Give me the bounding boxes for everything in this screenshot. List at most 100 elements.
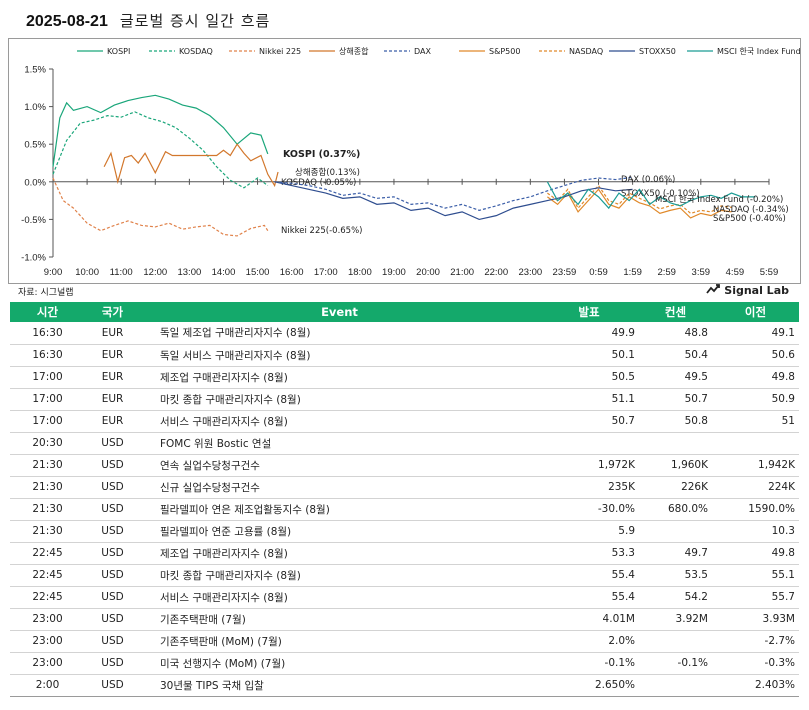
y-tick-label: 0.0%	[24, 177, 46, 188]
series-end-label: 상해종합(0.13%)	[295, 167, 360, 178]
cell-consensus: 49.5	[639, 366, 712, 389]
trend-icon	[706, 283, 721, 298]
cell-time: 21:30	[10, 476, 85, 499]
chart-panel: 1.5% 1.0% 0.5% 0.0% -0.5% -1.0% 9:00 10:00 11:00…	[8, 38, 801, 284]
cell-time: 20:30	[10, 432, 85, 455]
cell-event: 필라델피아 연준 고용률 (8월)	[140, 520, 539, 543]
cell-country: USD	[85, 520, 140, 543]
line-chart: 1.5% 1.0% 0.5% 0.0% -0.5% -1.0% 9:00 10:00 11:00…	[21, 46, 800, 278]
cell-actual: 1,972K	[539, 454, 639, 477]
cell-time: 23:00	[10, 630, 85, 653]
cell-country: EUR	[85, 344, 140, 367]
cell-time: 17:00	[10, 366, 85, 389]
table-row: 21:30 USD 연속 실업수당청구건수 1,972K 1,960K 1,942K	[10, 454, 799, 477]
brand-logo: Signal Lab	[706, 283, 789, 298]
x-tick-label: 21:00	[450, 267, 474, 278]
cell-consensus: -0.1%	[639, 652, 712, 675]
cell-previous: 50.6	[712, 344, 799, 367]
y-tick-label: 1.5%	[24, 65, 46, 76]
cell-previous: 10.3	[712, 520, 799, 543]
cell-event: 마킷 종합 구매관리자지수 (8월)	[140, 388, 539, 411]
cell-country: USD	[85, 652, 140, 675]
legend-label: 상해종합	[339, 46, 369, 56]
series-line	[546, 181, 756, 210]
cell-country: EUR	[85, 388, 140, 411]
series-end-label: STOXX50 (-0.10%)	[621, 189, 700, 199]
cell-country: USD	[85, 608, 140, 631]
x-tick-label: 12:00	[143, 267, 167, 278]
cell-previous: 224K	[712, 476, 799, 499]
cell-actual: 2.650%	[539, 674, 639, 697]
table-row: 20:30 USD FOMC 위원 Bostic 연설	[10, 432, 799, 455]
page-header: 2025-08-21 글로벌 증시 일간 흐름	[26, 10, 270, 34]
cell-time: 22:45	[10, 586, 85, 609]
series-line	[52, 177, 269, 237]
cell-time: 16:30	[10, 322, 85, 345]
table-row: 22:45 USD 서비스 구매관리자지수 (8월) 55.4 54.2 55.7	[10, 586, 799, 609]
cell-country: EUR	[85, 322, 140, 345]
cell-actual: 55.4	[539, 564, 639, 587]
cell-actual: -30.0%	[539, 498, 639, 521]
series-line	[547, 188, 732, 219]
x-tick-label: 15:00	[246, 267, 270, 278]
cell-time: 23:00	[10, 608, 85, 631]
table-row: 17:00 EUR 마킷 종합 구매관리자지수 (8월) 51.1 50.7 50.9	[10, 388, 799, 411]
cell-event: FOMC 위원 Bostic 연설	[140, 432, 539, 455]
table-row: 23:00 USD 기존주택판매 (7월) 4.01M 3.92M 3.93M	[10, 608, 799, 631]
cell-consensus	[639, 674, 712, 697]
cell-previous: 55.7	[712, 586, 799, 609]
series-end-label: S&P500 (-0.40%)	[713, 214, 786, 224]
cell-previous: -0.3%	[712, 652, 799, 675]
cell-previous: 1,942K	[712, 454, 799, 477]
cell-actual: 5.9	[539, 520, 639, 543]
y-tick-label: 1.0%	[24, 102, 46, 113]
table-row: 21:30 USD 신규 실업수당청구건수 235K 226K 224K	[10, 476, 799, 499]
cell-previous: 1590.0%	[712, 498, 799, 521]
cell-consensus	[639, 520, 712, 543]
cell-previous: 3.93M	[712, 608, 799, 631]
x-tick-label: 2:59	[657, 267, 676, 278]
report-date: 2025-08-21	[26, 13, 108, 30]
cell-actual: 50.5	[539, 366, 639, 389]
cell-consensus: 54.2	[639, 586, 712, 609]
cell-consensus: 226K	[639, 476, 712, 499]
series-line	[52, 94, 269, 167]
cell-event: 미국 선행지수 (MoM) (7월)	[140, 652, 539, 675]
x-tick-label: 11:00	[110, 267, 133, 278]
cell-previous: 49.8	[712, 542, 799, 565]
series-end-label: MSCI 한국 Index Fund (-0.20%)	[655, 195, 783, 205]
series-end-label: Nikkei 225(-0.65%)	[281, 226, 362, 236]
legend-label: KOSDAQ	[179, 47, 213, 56]
series-line	[547, 184, 732, 215]
table-row: 16:30 EUR 독일 제조업 구매관리자지수 (8월) 49.9 48.8 49.1	[10, 322, 799, 345]
cell-actual: 4.01M	[539, 608, 639, 631]
x-tick-label: 16:00	[280, 267, 304, 278]
cell-previous: 49.8	[712, 366, 799, 389]
header-previous: 이전	[744, 305, 767, 319]
table-row: 17:00 EUR 서비스 구매관리자지수 (8월) 50.7 50.8 51	[10, 410, 799, 433]
header-actual: 발표	[578, 305, 600, 319]
cell-actual: 235K	[539, 476, 639, 499]
cell-actual: 51.1	[539, 388, 639, 411]
cell-country: USD	[85, 432, 140, 455]
cell-time: 21:30	[10, 498, 85, 521]
x-tick-label: 4:59	[726, 267, 745, 278]
legend-label: S&P500	[489, 47, 520, 56]
table-row: 23:00 USD 미국 선행지수 (MoM) (7월) -0.1% -0.1% -0.3…	[10, 652, 799, 675]
cell-consensus: 48.8	[639, 322, 712, 345]
cell-event: 제조업 구매관리자지수 (8월)	[140, 366, 539, 389]
table-row: 17:00 EUR 제조업 구매관리자지수 (8월) 50.5 49.5 49.8	[10, 366, 799, 389]
cell-time: 22:45	[10, 542, 85, 565]
legend-label: Nikkei 225	[259, 47, 301, 56]
x-tick-label: 19:00	[382, 267, 406, 278]
table-row: 22:45 USD 제조업 구매관리자지수 (8월) 53.3 49.7 49.8	[10, 542, 799, 565]
series-line	[103, 143, 279, 188]
cell-actual: 2.0%	[539, 630, 639, 653]
header-country: 국가	[101, 305, 124, 319]
cell-event: 제조업 구매관리자지수 (8월)	[140, 542, 539, 565]
x-tick-label: 10:00	[75, 267, 99, 278]
cell-country: USD	[85, 564, 140, 587]
cell-country: USD	[85, 586, 140, 609]
cell-time: 21:30	[10, 520, 85, 543]
cell-country: USD	[85, 674, 140, 697]
